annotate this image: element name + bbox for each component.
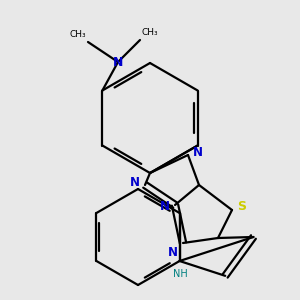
Text: N: N (160, 200, 170, 214)
Text: NH: NH (173, 269, 188, 279)
Text: N: N (193, 146, 203, 160)
Text: N: N (130, 176, 140, 190)
Text: CH₃: CH₃ (142, 28, 159, 37)
Text: S: S (237, 200, 246, 214)
Text: CH₃: CH₃ (69, 30, 86, 39)
Text: N: N (113, 56, 123, 68)
Text: N: N (168, 246, 178, 259)
